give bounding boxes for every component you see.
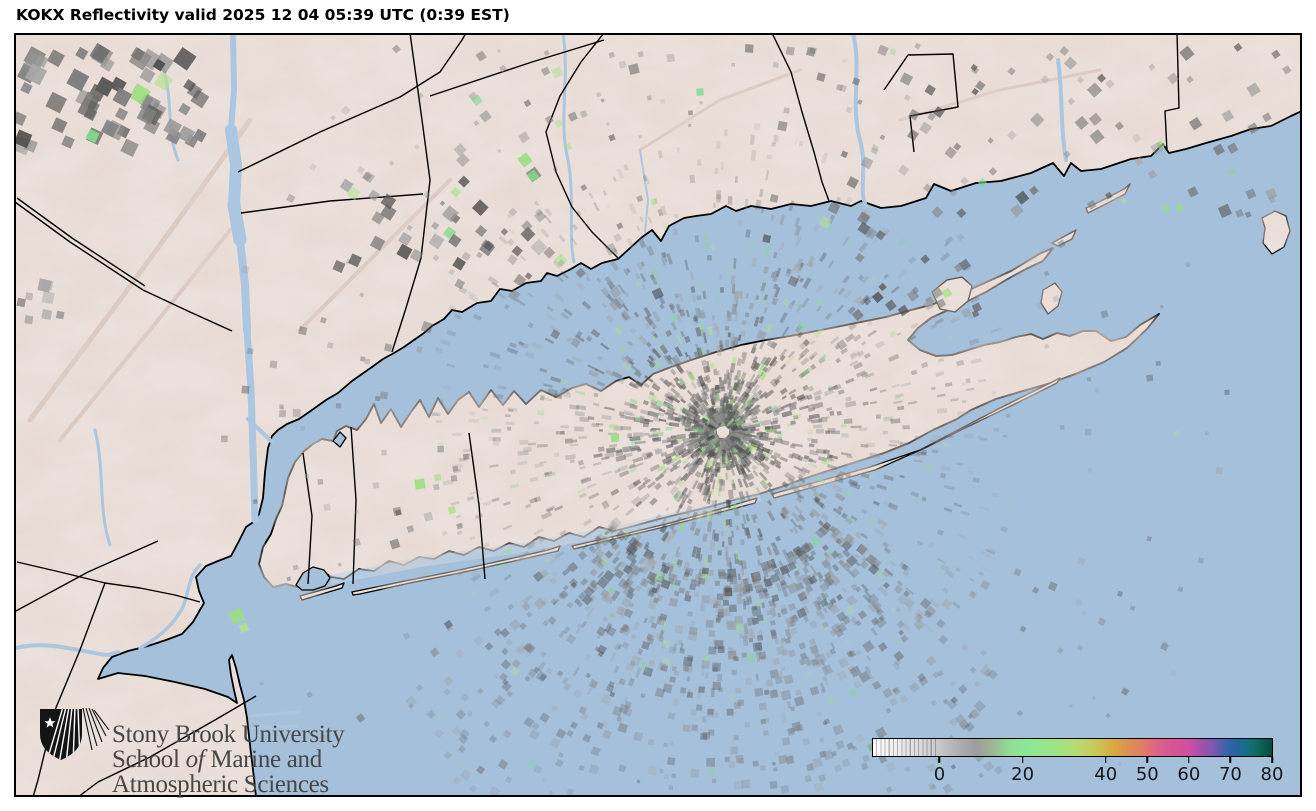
colorbar-tick-mark: [1229, 757, 1232, 763]
jamaica-bay: [295, 566, 331, 591]
colorbar-tick-label: 0: [933, 764, 946, 785]
colorbar-tick-mark: [1105, 757, 1107, 763]
rivers: [14, 33, 1068, 730]
colorbar-banding: [873, 739, 939, 756]
colorbar-tick-label: 70: [1218, 764, 1242, 785]
page-title: KOKX Reflectivity valid 2025 12 04 05:39…: [16, 6, 510, 24]
stonybrook-logo-text: Stony Brook University School of Marine …: [112, 721, 345, 798]
colorbar-tick-label: 20: [1011, 764, 1035, 785]
map-frame-border: [14, 33, 1302, 797]
colorbar-tick-mark: [938, 757, 941, 763]
boundaries: [14, 33, 1180, 797]
radar-map-canvas: [14, 33, 1302, 797]
logo-line-3: Atmospheric Sciences: [112, 771, 329, 798]
colorbar-tick-label: 60: [1177, 764, 1201, 785]
stonybrook-shield-icon: [40, 707, 110, 760]
block-island: [1261, 210, 1291, 255]
colorbar-tick-mark: [1021, 757, 1024, 763]
colorbar-tick-mark: [1271, 757, 1273, 763]
bays: [295, 431, 347, 591]
stonybrook-logo: Stony Brook University School of Marine …: [36, 706, 345, 798]
colorbar-tick-label: 80: [1260, 764, 1284, 785]
colorbar-tick-label: 40: [1094, 764, 1118, 785]
colorbar-tick-mark: [1146, 757, 1149, 763]
colorbar-tick-mark: [1188, 757, 1190, 763]
logo-line-2: School of Marine and: [112, 746, 322, 773]
barrier-islands: [299, 377, 1061, 601]
radar-echo-layer: [14, 42, 1292, 797]
plum-island: [1051, 229, 1077, 247]
logo-line-1: Stony Brook University: [112, 721, 345, 748]
reflectivity-colorbar: 0 20 40 50 60 70 80: [872, 738, 1283, 785]
flushing-bay: [332, 431, 347, 448]
gardiners-island: [1040, 282, 1063, 315]
colorbar-tick-label: 50: [1135, 764, 1159, 785]
